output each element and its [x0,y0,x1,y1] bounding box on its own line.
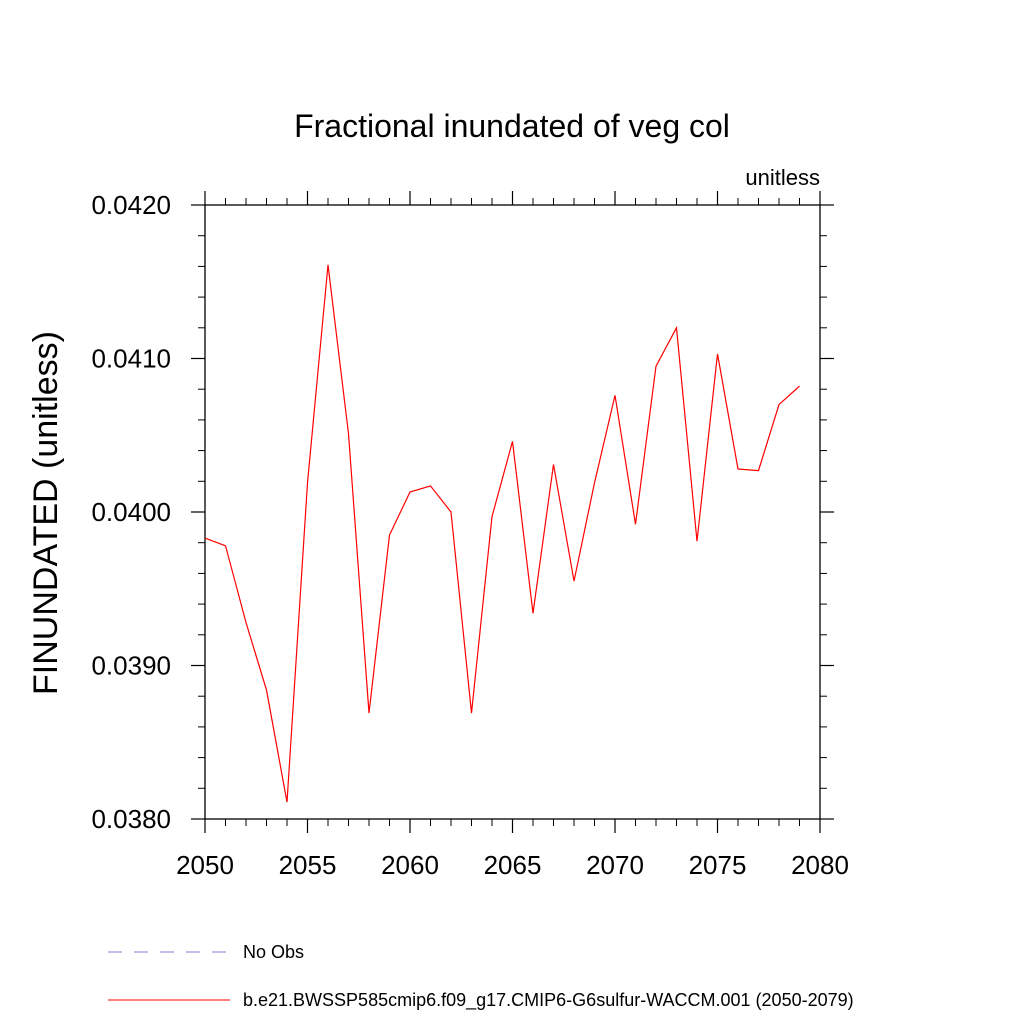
x-tick-label: 2060 [381,850,439,880]
axis-ticks: 2050 2055 2060 2065 2070 2075 2080 0.0380 0.0390… [91,190,848,880]
chart-title: Fractional inundated of veg col [294,108,730,144]
x-tick-label: 2070 [586,850,644,880]
x-tick-label: 2080 [791,850,849,880]
legend-label: No Obs [243,942,304,962]
y-tick-label: 0.0390 [91,651,171,681]
x-tick-label: 2065 [484,850,542,880]
x-tick-label: 2050 [176,850,234,880]
x-tick-label: 2055 [279,850,337,880]
y-tick-label: 0.0400 [91,497,171,527]
y-tick-label: 0.0410 [91,344,171,374]
legend-label: b.e21.BWSSP585cmip6.f09_g17.CMIP6-G6sulf… [243,990,854,1011]
units-label: unitless [745,165,820,190]
y-axis-label: FINUNDATED (unitless) [27,331,65,695]
series-layer [204,264,800,803]
x-tick-label: 2075 [689,850,747,880]
series-line [204,264,800,803]
legend: No Obs b.e21.BWSSP585cmip6.f09_g17.CMIP6-… [108,942,854,1011]
y-tick-label: 0.0380 [91,804,171,834]
y-tick-label: 0.0420 [91,190,171,220]
